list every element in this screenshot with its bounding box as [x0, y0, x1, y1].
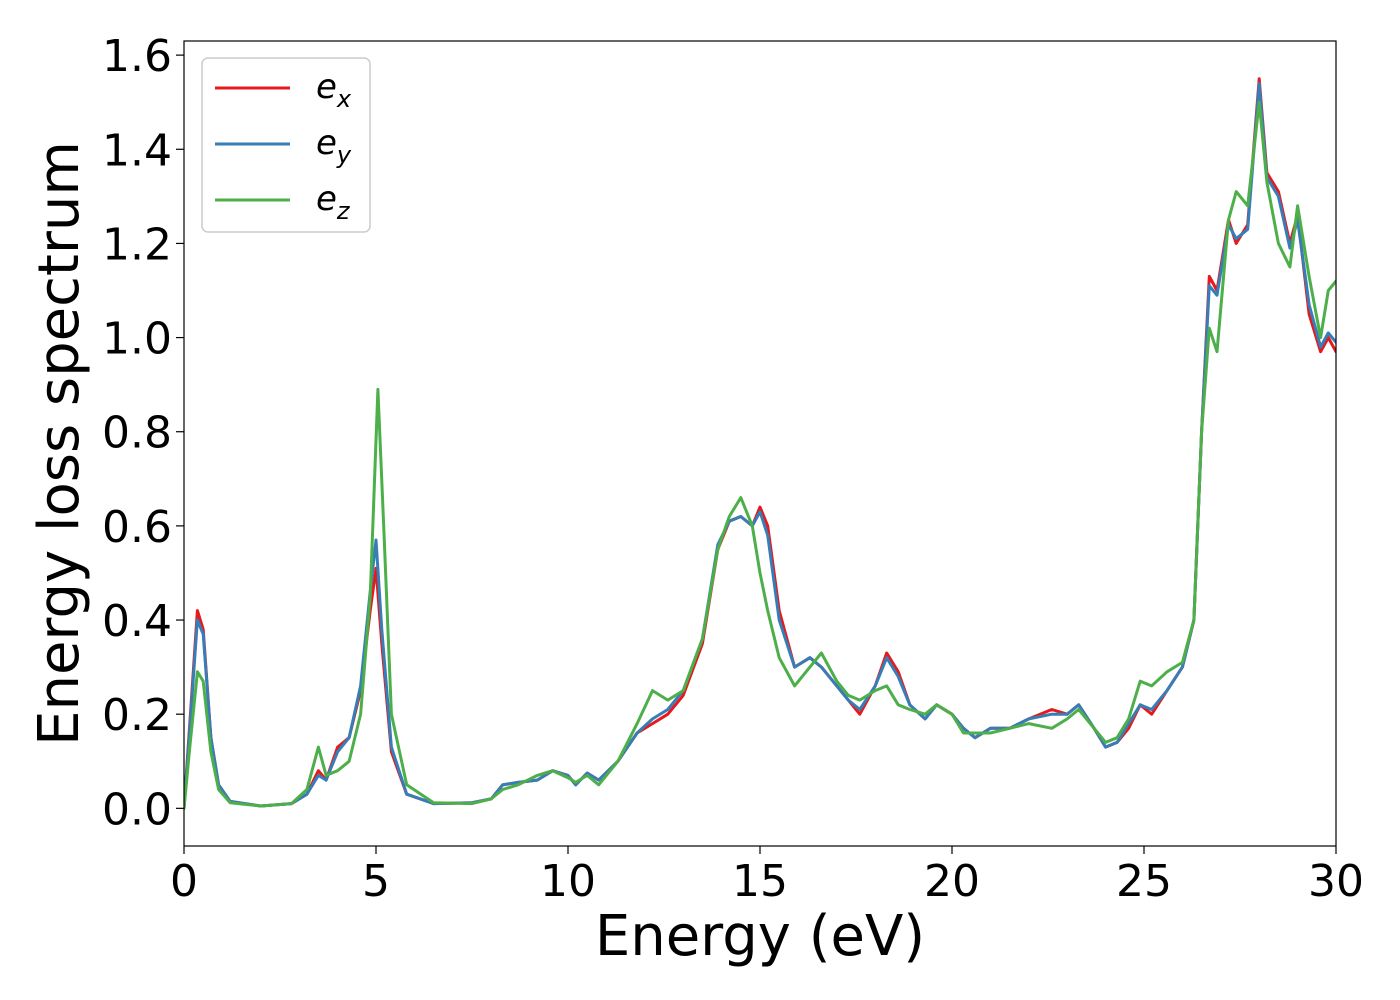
y-axis: 0.0 0.2 0.4 0.6 0.8 1.0 1.2 1.4 1.6: [102, 31, 184, 835]
y-tick-label: 0.4: [102, 596, 172, 647]
y-tick-label: 1.0: [102, 314, 172, 365]
x-axis: 0 5 10 15 20 25 30: [170, 846, 1364, 907]
x-tick-label: 5: [362, 856, 390, 907]
x-tick-label: 15: [732, 856, 788, 907]
y-tick-label: 0.2: [102, 690, 172, 741]
y-tick-label: 1.4: [102, 125, 172, 176]
x-tick-label: 10: [540, 856, 596, 907]
legend-label-x: ex: [316, 67, 352, 113]
legend-label-y: ey: [316, 123, 352, 169]
series-line-z: [184, 100, 1336, 810]
y-tick-label: 0.0: [102, 784, 172, 835]
y-tick-label: 0.6: [102, 502, 172, 553]
y-tick-label: 0.8: [102, 408, 172, 459]
legend-label-z: ez: [316, 179, 351, 225]
series-layer: [184, 77, 1336, 810]
x-axis-title: Energy (eV): [595, 904, 925, 969]
x-tick-label: 0: [170, 856, 198, 907]
y-tick-label: 1.6: [102, 31, 172, 82]
legend: ex ey ez: [201, 57, 371, 233]
x-tick-label: 25: [1116, 856, 1172, 907]
y-tick-label: 1.2: [102, 219, 172, 270]
x-tick-label: 20: [924, 856, 980, 907]
x-tick-label: 30: [1308, 856, 1364, 907]
y-axis-title: Energy loss spectrum: [27, 141, 92, 746]
